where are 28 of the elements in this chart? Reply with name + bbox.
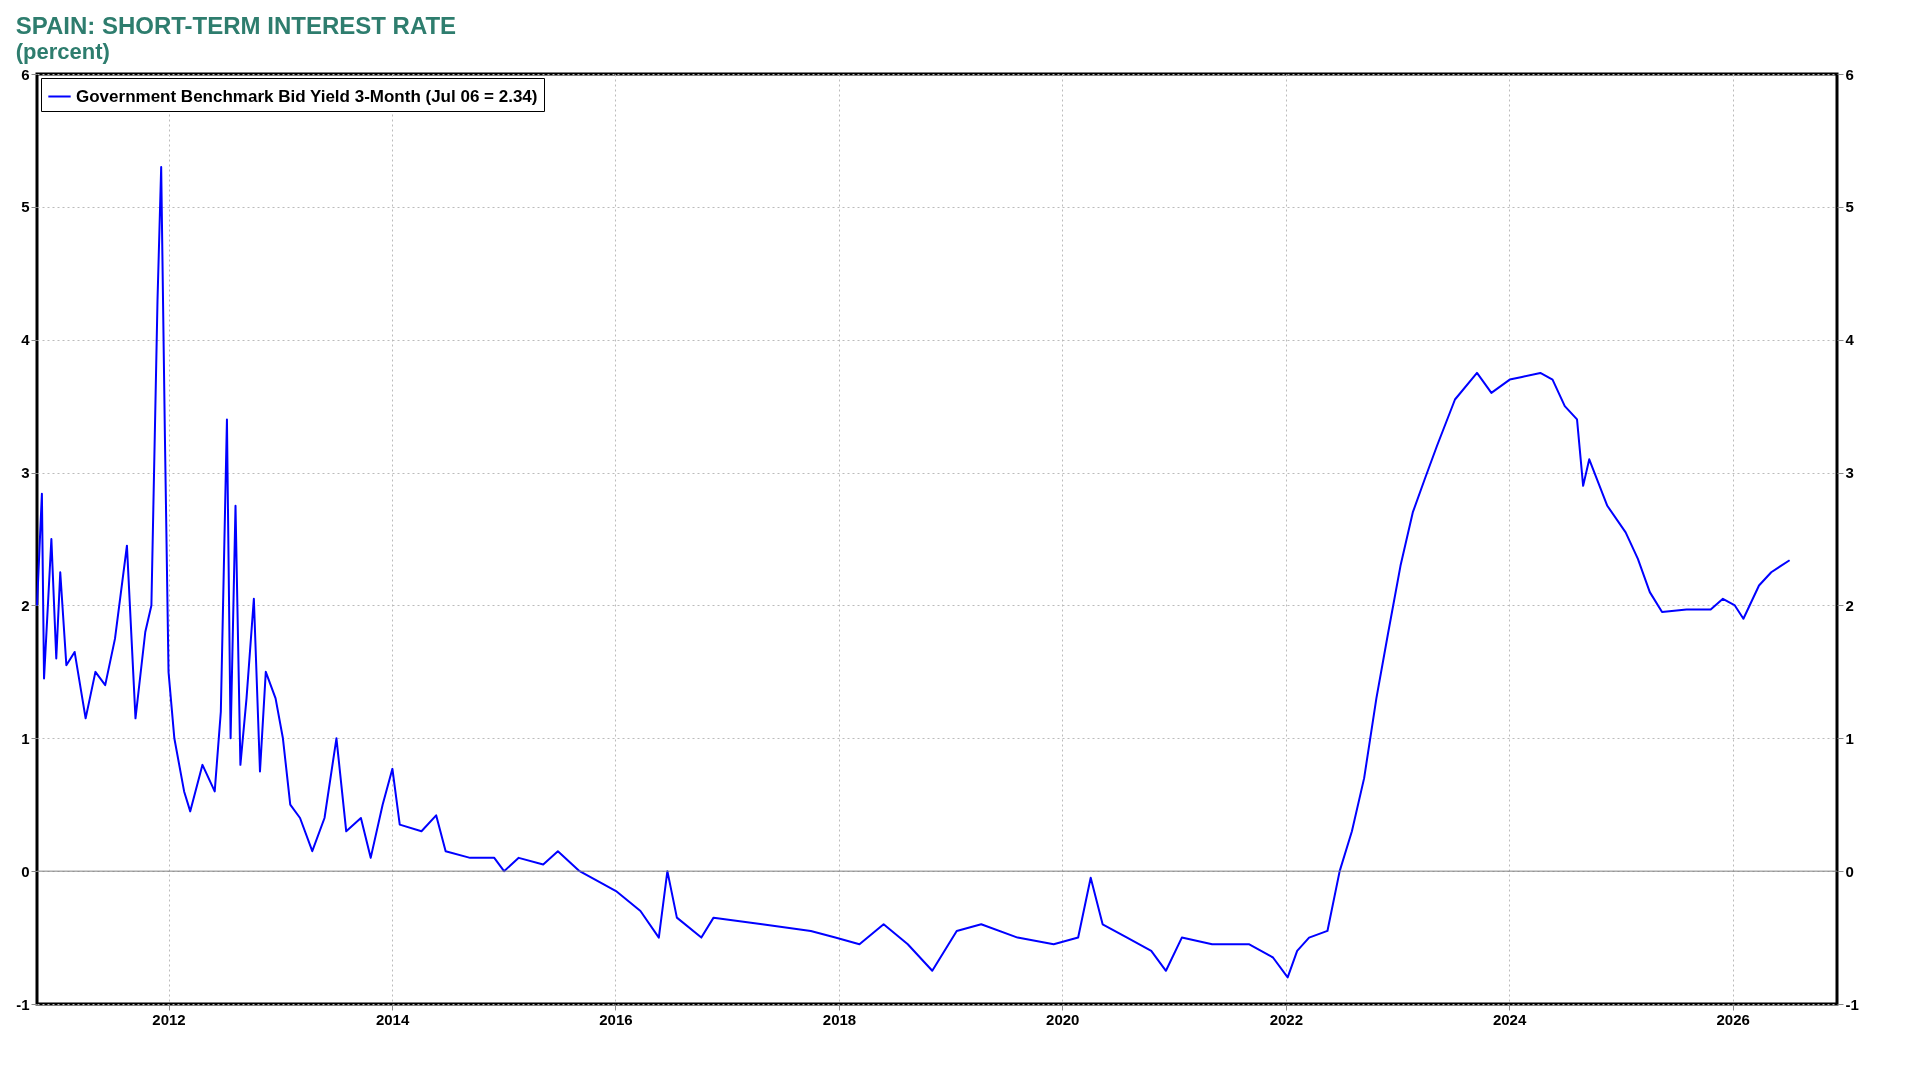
x-tick-label: 2016 xyxy=(599,1010,633,1028)
y-tick-label: 1 xyxy=(21,729,30,747)
chart-subtitle: (percent) xyxy=(15,39,110,64)
x-tick-label: 2024 xyxy=(1492,1010,1527,1028)
x-tick-label: 2022 xyxy=(1269,1010,1304,1028)
y-tick-label: -1 xyxy=(16,995,30,1013)
y-tick-label: 2 xyxy=(21,596,30,614)
x-tick-label: 2014 xyxy=(375,1010,410,1028)
x-tick-label: 2018 xyxy=(822,1010,857,1028)
y2-tick-label: 2 xyxy=(1845,596,1854,614)
y-tick-label: 0 xyxy=(21,862,30,880)
y2-tick-label: 4 xyxy=(1845,331,1855,349)
legend-label: Government Benchmark Bid Yield 3-Month (Jul 06 = 2.34) xyxy=(76,86,538,106)
y-tick-label: 5 xyxy=(21,198,30,216)
x-tick-label: 2020 xyxy=(1046,1010,1080,1028)
chart-title: SPAIN: SHORT-TERM INTEREST RATE xyxy=(15,12,457,39)
y2-tick-label: -1 xyxy=(1845,995,1859,1013)
y-tick-label: 3 xyxy=(21,464,30,482)
line-series xyxy=(36,166,1791,979)
y2-tick-label: 6 xyxy=(1845,65,1854,83)
y-tick-label: 4 xyxy=(21,331,31,349)
x-tick-label: 2026 xyxy=(1716,1010,1750,1028)
x-tick-label: 2012 xyxy=(152,1010,186,1028)
y2-tick-label: 5 xyxy=(1845,198,1854,216)
y2-tick-label: 0 xyxy=(1845,862,1854,880)
y2-tick-label: 1 xyxy=(1845,729,1854,747)
y2-tick-label: 3 xyxy=(1845,464,1854,482)
y-tick-label: 6 xyxy=(21,65,30,83)
